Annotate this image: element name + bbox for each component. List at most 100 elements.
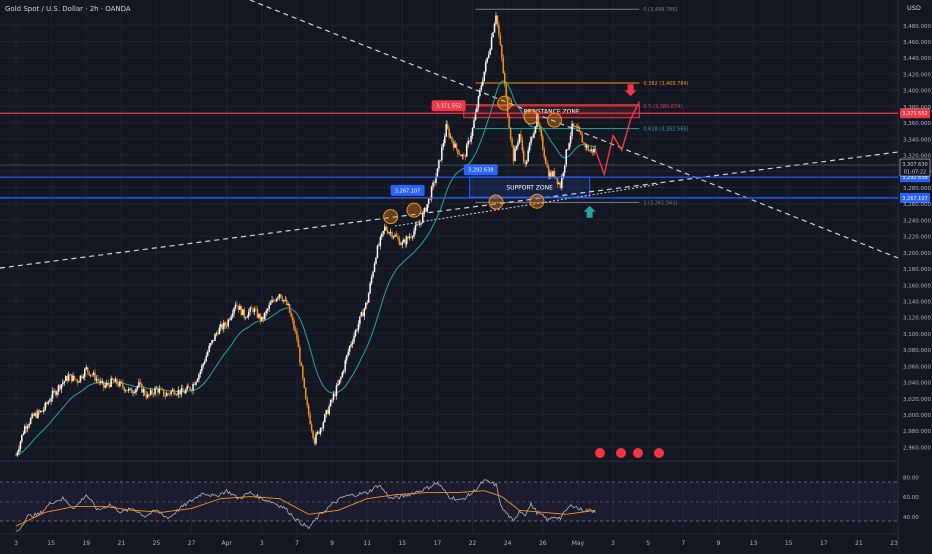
candle-body[interactable] — [332, 394, 335, 400]
candle-body[interactable] — [158, 388, 161, 393]
candle-body[interactable] — [454, 143, 456, 148]
candle-body[interactable] — [250, 307, 253, 309]
candle-body[interactable] — [269, 302, 272, 305]
candle-body[interactable] — [553, 171, 556, 178]
candle-body[interactable] — [120, 381, 123, 383]
candle-body[interactable] — [48, 401, 51, 402]
candle-body[interactable] — [309, 414, 311, 425]
candle-body[interactable] — [34, 413, 36, 416]
candle-body[interactable] — [299, 347, 301, 363]
candle-body[interactable] — [285, 299, 288, 306]
candle-body[interactable] — [258, 314, 260, 318]
candle-body[interactable] — [136, 386, 139, 389]
candle-body[interactable] — [199, 371, 202, 375]
candle-body[interactable] — [294, 329, 297, 332]
candle-body[interactable] — [426, 204, 428, 212]
candle-body[interactable] — [113, 379, 115, 382]
candle-body[interactable] — [41, 410, 44, 412]
candle-body[interactable] — [16, 452, 19, 456]
candle-body[interactable] — [97, 378, 99, 381]
candle-body[interactable] — [400, 244, 402, 246]
candle-body[interactable] — [307, 405, 310, 415]
candle-body[interactable] — [187, 386, 190, 388]
candle-body[interactable] — [125, 390, 127, 392]
currency-label[interactable]: USD — [907, 4, 921, 12]
candle-body[interactable] — [236, 304, 238, 306]
candle-body[interactable] — [271, 300, 273, 303]
candle-body[interactable] — [306, 399, 308, 406]
candle-body[interactable] — [379, 237, 382, 246]
candle-body[interactable] — [255, 308, 257, 310]
candle-body[interactable] — [502, 58, 505, 73]
candle-body[interactable] — [343, 370, 345, 373]
candle-body[interactable] — [345, 355, 348, 361]
candle-body[interactable] — [539, 124, 541, 130]
candle-body[interactable] — [63, 381, 66, 383]
candle-body[interactable] — [268, 304, 270, 310]
candle-body[interactable] — [62, 382, 64, 385]
candle-body[interactable] — [84, 369, 86, 377]
candle-body[interactable] — [59, 385, 61, 390]
candle-body[interactable] — [489, 49, 491, 55]
candle-body[interactable] — [40, 410, 42, 413]
time-axis[interactable]: 3 15 19 21 25 27 Apr 3 7 9 11 15 17 22 24 26 May 3 5 7 9 13 15… — [14, 540, 898, 547]
candle-body[interactable] — [65, 376, 67, 382]
candle-body[interactable] — [144, 389, 146, 395]
candle-body[interactable] — [70, 374, 73, 382]
candle-body[interactable] — [161, 388, 164, 390]
candle-body[interactable] — [35, 413, 38, 418]
candle-body[interactable] — [259, 314, 262, 321]
candle-body[interactable] — [403, 239, 405, 243]
candle-body[interactable] — [544, 156, 547, 164]
candle-body[interactable] — [439, 159, 442, 161]
candle-body[interactable] — [244, 317, 247, 319]
candle-body[interactable] — [334, 394, 336, 396]
candle-body[interactable] — [29, 418, 32, 424]
candle-body[interactable] — [590, 149, 592, 152]
candle-body[interactable] — [167, 393, 169, 394]
candle-body[interactable] — [312, 430, 314, 439]
candle-body[interactable] — [464, 155, 466, 157]
candle-body[interactable] — [310, 424, 313, 431]
candle-body[interactable] — [51, 390, 54, 399]
candle-body[interactable] — [486, 57, 488, 63]
candle-body[interactable] — [288, 304, 291, 313]
candle-body[interactable] — [252, 308, 254, 313]
candle-body[interactable] — [543, 149, 546, 157]
candle-body[interactable] — [564, 164, 566, 173]
candle-body[interactable] — [146, 394, 149, 398]
candle-body[interactable] — [394, 234, 396, 237]
candle-body[interactable] — [419, 223, 421, 225]
candle-body[interactable] — [228, 319, 231, 321]
candle-body[interactable] — [432, 182, 434, 187]
candle-body[interactable] — [325, 410, 327, 415]
candle-body[interactable] — [444, 136, 446, 144]
candle-body[interactable] — [540, 129, 543, 137]
candle-body[interactable] — [414, 225, 417, 231]
candle-body[interactable] — [508, 116, 510, 128]
candle-body[interactable] — [501, 45, 503, 59]
candle-body[interactable] — [92, 372, 95, 375]
candle-body[interactable] — [492, 32, 494, 38]
candle-body[interactable] — [43, 409, 45, 412]
candle-body[interactable] — [547, 166, 550, 179]
candle-body[interactable] — [198, 374, 200, 380]
candle-body[interactable] — [287, 304, 289, 306]
candle-body[interactable] — [60, 384, 63, 390]
candle-body[interactable] — [204, 361, 206, 364]
candle-body[interactable] — [455, 143, 458, 150]
candle-body[interactable] — [300, 362, 303, 366]
candle-body[interactable] — [395, 234, 398, 237]
candle-body[interactable] — [284, 299, 287, 301]
candle-body[interactable] — [565, 149, 567, 165]
candle-body[interactable] — [441, 147, 443, 160]
candle-body[interactable] — [438, 160, 440, 169]
candle-body[interactable] — [38, 410, 41, 413]
economic-events[interactable] — [595, 448, 664, 458]
candle-body[interactable] — [429, 198, 431, 200]
candle-body[interactable] — [209, 343, 212, 346]
candle-body[interactable] — [293, 320, 295, 330]
horizontal-levels[interactable]: 3,371.552 3,371.552 3,292.638 3,292.638 3,26… — [0, 100, 930, 203]
candle-body[interactable] — [110, 378, 112, 387]
